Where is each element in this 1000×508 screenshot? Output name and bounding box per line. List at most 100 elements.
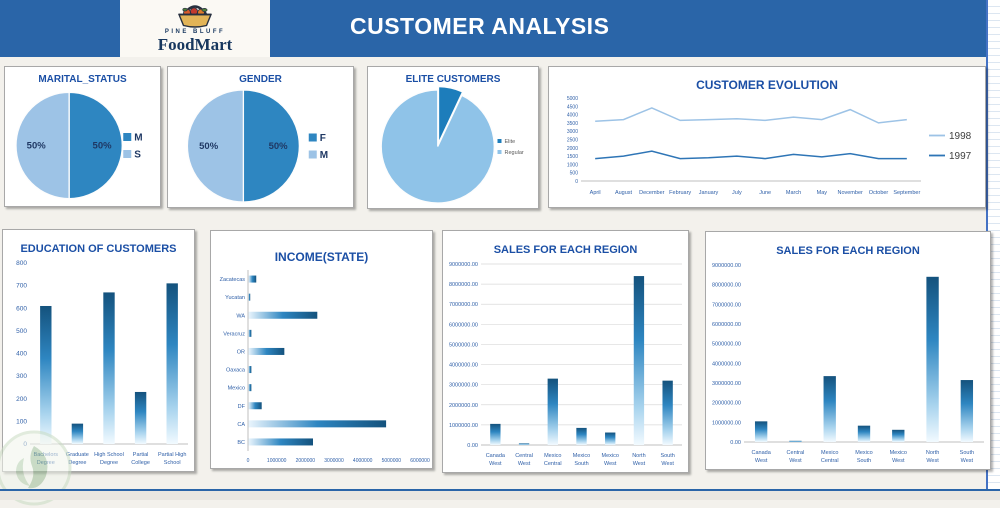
svg-text:West: West — [661, 461, 674, 467]
svg-text:February: February — [669, 190, 691, 196]
svg-text:January: January — [699, 190, 719, 196]
page-title: CUSTOMER ANALYSIS — [350, 13, 610, 39]
svg-text:2000000: 2000000 — [296, 458, 316, 464]
svg-text:100: 100 — [16, 418, 27, 425]
svg-text:3000000: 3000000 — [324, 458, 344, 464]
chart-title: GENDER — [239, 74, 282, 85]
svg-text:50%: 50% — [93, 141, 113, 152]
svg-text:500: 500 — [570, 171, 579, 177]
svg-text:Graduate: Graduate — [66, 452, 89, 458]
svg-text:1000: 1000 — [567, 162, 578, 168]
svg-text:2500: 2500 — [567, 138, 578, 144]
svg-text:2000: 2000 — [567, 146, 578, 152]
svg-text:50%: 50% — [269, 141, 289, 152]
svg-text:S: S — [134, 150, 141, 161]
elite-customers-pie-chart: Elite Regular — [368, 85, 538, 208]
svg-text:North: North — [632, 453, 645, 459]
svg-text:Mexico: Mexico — [890, 450, 907, 456]
svg-text:3000: 3000 — [567, 129, 578, 135]
marital-status-chart-panel[interactable]: MARITAL_STATUS 50% 50% M S — [4, 66, 161, 207]
svg-text:600: 600 — [16, 305, 27, 312]
svg-text:CA: CA — [237, 422, 245, 428]
income-state-chart-panel[interactable]: INCOME(STATE) 0 1000000 2000000 3000000 4000… — [210, 230, 433, 469]
svg-text:West: West — [633, 461, 646, 467]
svg-text:Degree: Degree — [68, 460, 86, 466]
svg-text:Oaxaca: Oaxaca — [226, 368, 246, 374]
svg-text:June: June — [759, 190, 771, 196]
svg-text:July: July — [732, 190, 742, 196]
svg-text:800: 800 — [16, 260, 27, 267]
chart-title: SALES FOR EACH REGION — [493, 244, 638, 256]
svg-text:3500: 3500 — [567, 121, 578, 127]
svg-text:2000000.00: 2000000.00 — [712, 401, 741, 407]
svg-text:5000: 5000 — [567, 96, 578, 102]
svg-text:September: September — [893, 190, 920, 196]
svg-text:8000000.00: 8000000.00 — [449, 282, 478, 288]
logo-text-top: PINE BLUFF — [164, 29, 226, 35]
svg-text:Yucatan: Yucatan — [225, 295, 245, 301]
education-chart-panel[interactable]: EDUCATION OF CUSTOMERS 01002003004005006… — [2, 229, 195, 472]
svg-text:6000000.00: 6000000.00 — [449, 322, 478, 328]
svg-text:Veracruz: Veracruz — [223, 331, 245, 337]
svg-text:500: 500 — [16, 328, 27, 335]
svg-text:Mexico: Mexico — [228, 386, 245, 392]
svg-text:5000000.00: 5000000.00 — [712, 342, 741, 348]
svg-text:50%: 50% — [199, 141, 219, 152]
svg-text:Central: Central — [787, 450, 805, 456]
svg-text:West: West — [518, 461, 531, 467]
svg-text:4500: 4500 — [567, 104, 578, 110]
chart-title: MARITAL_STATUS — [38, 74, 127, 85]
chart-title: ELITE CUSTOMERS — [405, 74, 501, 85]
customer-evolution-line-chart: 0 500 1000 1500 2000 2500 3000 3500 4000 4500 5000… — [549, 92, 985, 207]
svg-text:1997: 1997 — [949, 151, 972, 162]
svg-text:300: 300 — [16, 373, 27, 380]
chart-title: INCOME(STATE) — [274, 250, 369, 264]
svg-text:1500: 1500 — [567, 154, 578, 160]
svg-text:WA: WA — [236, 313, 245, 319]
svg-text:South: South — [960, 450, 974, 456]
sales-region-chart-panel-2[interactable]: SALES FOR EACH REGION 0.00 1000000.00 2000… — [705, 231, 991, 470]
foodmart-logo: PINE BLUFF FoodMart — [120, 0, 270, 57]
marital-status-pie-chart: 50% 50% M S — [5, 85, 160, 206]
svg-text:March: March — [786, 190, 801, 196]
svg-text:0.00: 0.00 — [730, 440, 741, 446]
elite-customers-chart-panel[interactable]: ELITE CUSTOMERS Elite Regular — [367, 66, 539, 209]
svg-text:West: West — [926, 458, 939, 464]
svg-text:7000000.00: 7000000.00 — [712, 302, 741, 308]
svg-text:South: South — [857, 458, 871, 464]
svg-text:Mexico: Mexico — [602, 453, 619, 459]
svg-text:OR: OR — [237, 349, 245, 355]
sales-region-chart-panel-1[interactable]: SALES FOR EACH REGION 0.00 1000000.00 2000… — [442, 230, 689, 473]
gender-chart-panel[interactable]: GENDER 50% 50% F M — [167, 66, 354, 208]
svg-text:400: 400 — [16, 351, 27, 358]
svg-text:8000000.00: 8000000.00 — [712, 283, 741, 289]
svg-text:5000000: 5000000 — [382, 458, 402, 464]
svg-text:700: 700 — [16, 283, 27, 290]
sales-region-bar-chart-2: 0.00 1000000.00 2000000.00 3000000.00 400000… — [706, 257, 990, 469]
logo-text-name: FoodMart — [157, 35, 233, 54]
svg-text:West: West — [789, 458, 802, 464]
svg-text:Central: Central — [515, 453, 533, 459]
customer-evolution-chart-panel[interactable]: CUSTOMER EVOLUTION 0 500 1000 1500 2000 2500 3… — [548, 66, 986, 208]
bottom-margin — [0, 491, 1000, 500]
bottom-divider — [0, 489, 1000, 491]
svg-text:Mexico: Mexico — [544, 453, 561, 459]
svg-text:DF: DF — [238, 404, 246, 410]
svg-text:Central: Central — [821, 458, 839, 464]
fruit-basket-icon — [177, 5, 213, 28]
svg-text:F: F — [320, 133, 326, 144]
svg-text:August: August — [615, 190, 633, 196]
svg-text:9000000.00: 9000000.00 — [449, 262, 478, 268]
svg-text:1000000: 1000000 — [267, 458, 287, 464]
svg-text:West: West — [755, 458, 768, 464]
svg-text:Partial High: Partial High — [158, 452, 186, 458]
svg-text:3000000.00: 3000000.00 — [449, 383, 478, 389]
svg-text:50%: 50% — [27, 141, 47, 152]
svg-text:6000000: 6000000 — [410, 458, 430, 464]
svg-text:Mexico: Mexico — [821, 450, 838, 456]
chart-title: EDUCATION OF CUSTOMERS — [20, 243, 177, 255]
svg-text:May: May — [817, 190, 828, 196]
gender-pie-chart: 50% 50% F M — [168, 85, 353, 207]
svg-text:West: West — [961, 458, 974, 464]
svg-text:Central: Central — [544, 461, 562, 467]
